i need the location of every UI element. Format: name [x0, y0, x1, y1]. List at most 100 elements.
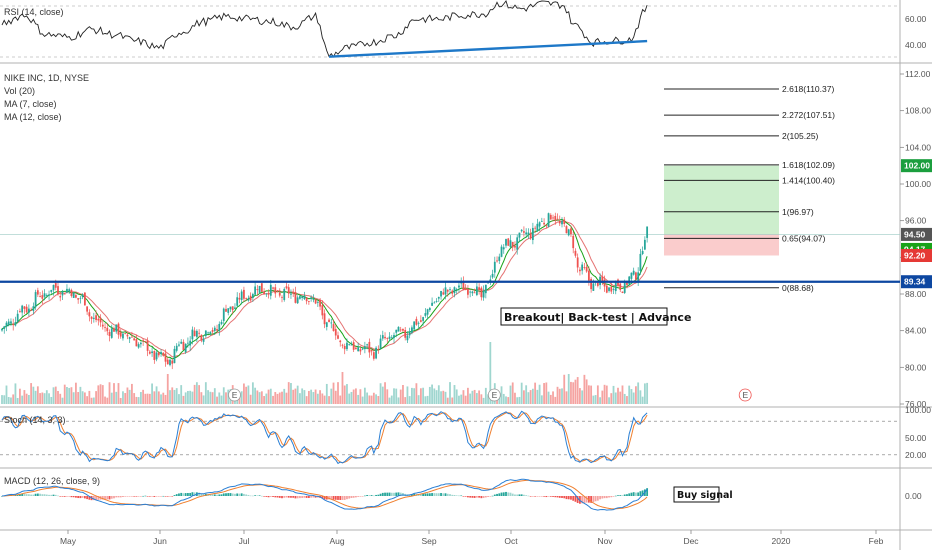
macd-histogram-bar — [626, 494, 628, 496]
candle-body — [419, 320, 422, 322]
candle-body — [527, 232, 530, 235]
volume-bar — [117, 383, 120, 404]
macd-histogram-bar — [57, 495, 59, 497]
candle-body — [213, 327, 216, 331]
volume-bar — [243, 383, 245, 404]
volume-bar — [202, 395, 205, 404]
macd-histogram-bar — [126, 496, 129, 497]
fib-layer: 2.618(110.37) 2.272(107.51) 2(105.25) 1.618… — [664, 84, 835, 293]
macd-histogram-bar — [220, 494, 223, 496]
candle-body — [435, 301, 438, 302]
volume-bar — [115, 391, 118, 404]
candle-body — [182, 341, 185, 350]
candle-body — [45, 295, 48, 296]
macd-histogram-bar — [146, 496, 149, 497]
volume-bar — [444, 391, 447, 404]
candle-body — [97, 318, 100, 321]
macd-histogram-bar — [491, 495, 494, 497]
volume-bar — [48, 393, 50, 404]
candle-body — [218, 323, 221, 331]
macd-histogram-bar — [440, 493, 442, 496]
candle-body — [330, 322, 333, 324]
candle-body — [131, 336, 133, 338]
macd-histogram-bar — [267, 496, 270, 498]
candle-body — [516, 237, 519, 250]
candle-body — [34, 292, 37, 308]
candle-body — [323, 313, 326, 325]
volume-bar — [7, 397, 10, 404]
candle-body — [558, 220, 561, 224]
volume-bar — [321, 393, 324, 404]
volume-bar — [484, 387, 487, 404]
macd-histogram-bar — [52, 494, 55, 496]
candle-body — [411, 327, 413, 333]
macd-histogram-bar — [605, 496, 608, 499]
volume-bar — [469, 393, 472, 404]
candle-body — [570, 228, 572, 235]
macd-histogram-bar — [543, 496, 545, 497]
volume-bar — [386, 389, 389, 404]
macd-histogram-bar — [464, 496, 467, 497]
macd-histogram-bar — [307, 496, 310, 498]
candle-body — [444, 287, 447, 295]
macd-histogram-bar — [399, 492, 402, 496]
candle-body — [393, 335, 395, 338]
macd-histogram-bar — [191, 492, 194, 496]
candle-body — [115, 324, 118, 332]
volume-bar — [411, 387, 413, 404]
candle-body — [475, 286, 478, 296]
macd-histogram-bar — [66, 496, 68, 497]
candle-body — [596, 282, 599, 286]
candle-body — [68, 289, 71, 292]
candle-body — [41, 295, 44, 299]
volume-bar — [581, 390, 584, 404]
volume-bar — [507, 397, 510, 404]
volume-bar — [449, 382, 451, 404]
candle-body — [587, 270, 590, 281]
macd-histogram-bar — [314, 496, 317, 498]
macd-histogram-bar — [437, 493, 440, 496]
macd-histogram-bar — [594, 496, 597, 502]
candle-body — [108, 331, 111, 336]
volume-bar — [357, 394, 360, 404]
candle-body — [142, 340, 145, 342]
macd-histogram-bar — [303, 496, 306, 498]
candle-body — [75, 295, 77, 298]
macd-histogram-bar — [455, 495, 458, 496]
macd-histogram-bar — [128, 496, 131, 497]
candle-body — [422, 317, 425, 321]
volume-bar — [359, 389, 362, 404]
close-price-tag — [901, 227, 932, 241]
macd-histogram-bar — [419, 494, 422, 496]
volume-bar — [57, 391, 59, 404]
ma12-label: MA (12, close) — [4, 112, 62, 122]
volume-bar — [381, 386, 384, 404]
macd-histogram-bar — [368, 495, 371, 496]
macd-histogram-bar — [321, 496, 324, 499]
candle-body — [545, 225, 548, 227]
macd-histogram-bar — [352, 496, 355, 498]
volume-bar — [341, 372, 344, 404]
candle-body — [180, 341, 183, 344]
macd-histogram-bar — [27, 494, 30, 496]
candle-body — [334, 329, 337, 336]
volume-bar — [86, 396, 89, 404]
candle-body — [195, 330, 198, 337]
volume-bar — [579, 388, 581, 404]
macd-histogram-bar — [213, 494, 216, 496]
volume-bar — [139, 392, 142, 404]
macd-histogram-bar — [95, 496, 97, 501]
macd-histogram-bar — [516, 494, 519, 496]
macd-histogram-bar — [39, 493, 41, 496]
candle-body — [312, 299, 315, 301]
candle-body — [639, 253, 642, 271]
macd-histogram-bar — [581, 496, 584, 504]
macd-histogram-bar — [554, 496, 557, 498]
candle-body — [231, 306, 234, 311]
volume-bar — [554, 396, 557, 404]
candle-body — [399, 329, 402, 331]
volume-bar — [592, 395, 595, 404]
candle-body — [305, 297, 308, 302]
candle-body — [27, 308, 30, 313]
